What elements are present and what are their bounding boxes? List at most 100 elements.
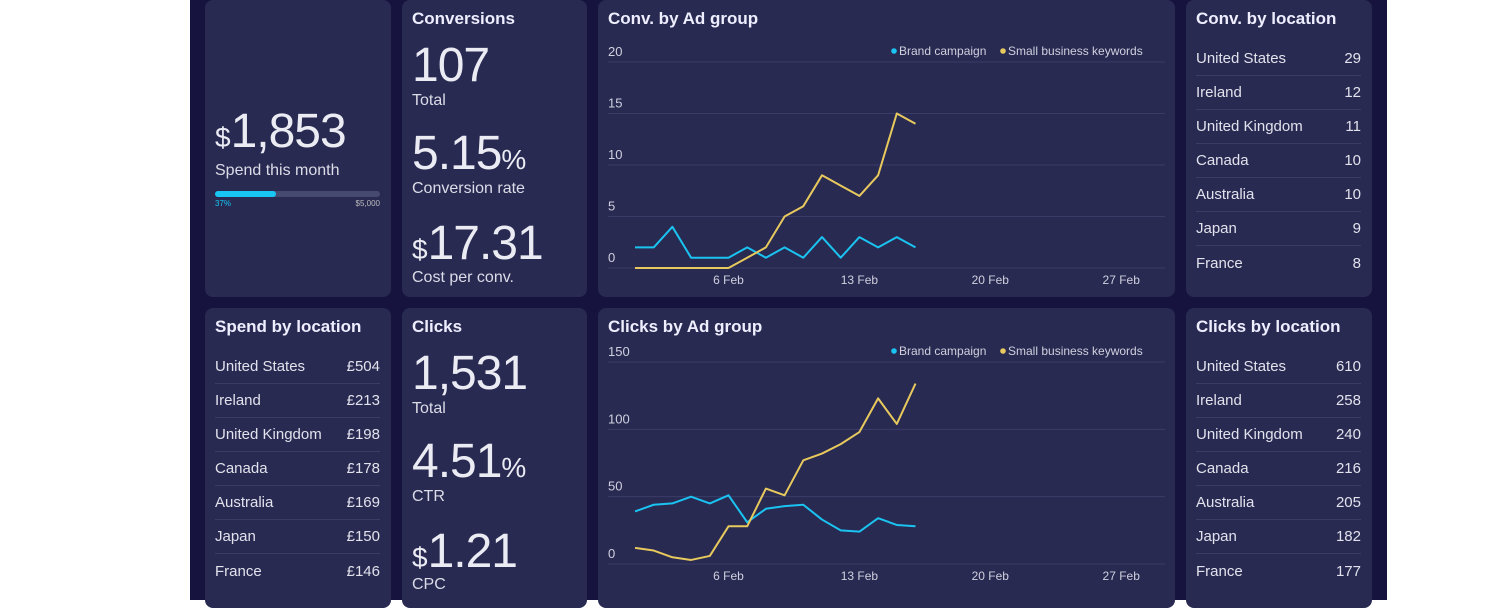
list-item: Canada 216 [1196, 452, 1361, 486]
location-name: United States [1196, 50, 1287, 67]
spend-value: $1,853 [215, 105, 347, 158]
list-item: Australia 205 [1196, 486, 1361, 520]
series-line-brand-campaign [634, 494, 916, 533]
total-label: Total [412, 92, 446, 109]
spend-label: Spend this month [215, 162, 340, 179]
y-tick-label: 5 [608, 199, 615, 214]
budget-label: $5,000 [355, 199, 380, 208]
clicks-card: Clicks 1,531 Total 4.51% CTR $1.21 CPC [402, 308, 587, 608]
location-name: Canada [1196, 152, 1249, 169]
conversions-total: 107 [412, 39, 490, 92]
x-tick-label: 27 Feb [1103, 273, 1141, 287]
location-name: France [1196, 254, 1243, 272]
list-item: France 177 [1196, 554, 1361, 588]
list-item: United Kingdom 11 [1196, 110, 1361, 144]
list-item: Japan 182 [1196, 520, 1361, 554]
rate-value: 5.15 [412, 127, 502, 180]
location-value: 258 [1335, 392, 1361, 409]
clicks-by-location-card: Clicks by location United States 610 Irela… [1186, 308, 1372, 608]
location-name: United Kingdom [1196, 426, 1303, 443]
location-value: 610 [1335, 358, 1361, 375]
legend-label: Small business keywords [1008, 344, 1143, 358]
location-name: Ireland [1196, 392, 1242, 409]
budget-progress-bar [215, 191, 380, 197]
location-value: 216 [1335, 460, 1361, 477]
cpc-label: CPC [412, 576, 446, 593]
location-value: 205 [1335, 494, 1361, 511]
card-title: Spend by location [215, 317, 362, 336]
location-value: 12 [1344, 84, 1361, 101]
legend-dot [891, 48, 897, 54]
conv-by-location-card: Conv. by location United States 29 Ireland… [1186, 0, 1372, 297]
list-item: Ireland 258 [1196, 384, 1361, 418]
y-tick-label: 100 [608, 411, 630, 426]
location-value: £146 [346, 562, 380, 580]
rate-label: Conversion rate [412, 180, 525, 197]
location-name: France [1196, 562, 1243, 580]
clicks-by-adgroup-card: Clicks by Ad group 0 50 100 150 6 Feb 13 Feb 2… [598, 308, 1175, 608]
conversions-card: Conversions 107 Total 5.15% Conversion r… [402, 0, 587, 297]
location-name: France [215, 562, 262, 580]
x-tick-label: 13 Feb [841, 273, 879, 287]
card-title: Conversions [412, 9, 515, 28]
list-item: Australia 10 [1196, 178, 1361, 212]
y-tick-label: 0 [608, 250, 615, 265]
cpc-label: Cost per conv. [412, 269, 514, 286]
percent-unit: % [501, 144, 527, 175]
y-tick-label: 15 [608, 96, 622, 111]
y-tick-label: 0 [608, 546, 615, 561]
list-item: France £146 [215, 554, 380, 588]
location-list: United States £504 Ireland £213 United Kingd… [215, 350, 380, 588]
currency-symbol: $ [412, 542, 428, 573]
x-tick-label: 20 Feb [972, 273, 1010, 287]
x-tick-label: 13 Feb [841, 569, 879, 583]
dashboard: $1,853 Spend this month 37% $5,000 Conve… [190, 0, 1387, 608]
location-value: 29 [1344, 50, 1361, 67]
list-item: United States 610 [1196, 350, 1361, 384]
location-list: United States 610 Ireland 258 United Kingdom… [1196, 350, 1361, 588]
location-value: £178 [346, 460, 380, 477]
y-tick-label: 150 [608, 344, 630, 359]
ctr-label: CTR [412, 488, 445, 505]
legend-label: Brand campaign [899, 44, 986, 58]
location-value: 177 [1335, 562, 1361, 580]
location-name: United Kingdom [1196, 118, 1303, 135]
location-value: £504 [346, 358, 380, 375]
series-line-small-business-keywords [634, 383, 917, 561]
y-tick-label: 50 [608, 479, 622, 494]
location-name: United States [1196, 358, 1287, 375]
location-name: Australia [1196, 186, 1255, 203]
location-value: 11 [1345, 118, 1361, 135]
series-line-brand-campaign [635, 225, 916, 259]
location-value: 182 [1335, 528, 1361, 545]
ctr-value: 4.51 [412, 435, 502, 488]
list-item: Canada £178 [215, 452, 380, 486]
y-tick-label: 10 [608, 147, 622, 162]
clicks-total: 1,531 [412, 347, 528, 400]
clicks-chart: 0 50 100 150 6 Feb 13 Feb 20 Feb 27 Feb Brand ca… [608, 344, 1165, 583]
list-item: United States 29 [1196, 42, 1361, 76]
list-item: Canada 10 [1196, 144, 1361, 178]
card-title: Clicks [412, 317, 463, 336]
percent-unit: % [501, 452, 527, 483]
cpc: $1.21 [412, 528, 518, 576]
location-name: United Kingdom [215, 426, 322, 443]
currency-symbol: $ [412, 234, 428, 265]
location-value: 10 [1344, 152, 1361, 169]
card-title: Clicks by location [1196, 317, 1341, 336]
legend-label: Brand campaign [899, 344, 986, 358]
legend-dot [1000, 48, 1006, 54]
x-tick-label: 20 Feb [972, 569, 1010, 583]
list-item: United Kingdom 240 [1196, 418, 1361, 452]
location-name: Japan [1196, 220, 1237, 237]
location-value: 10 [1344, 186, 1361, 203]
x-tick-label: 6 Feb [713, 569, 744, 583]
location-name: Australia [1196, 494, 1255, 511]
legend-dot [1000, 348, 1006, 354]
x-tick-label: 27 Feb [1103, 569, 1141, 583]
spend-amount: 1,853 [230, 105, 347, 158]
list-item: United States £504 [215, 350, 380, 384]
location-name: Ireland [215, 392, 261, 409]
progress-fill [215, 191, 277, 197]
spend-by-location-card: Spend by location United States £504 Irela… [205, 308, 391, 608]
